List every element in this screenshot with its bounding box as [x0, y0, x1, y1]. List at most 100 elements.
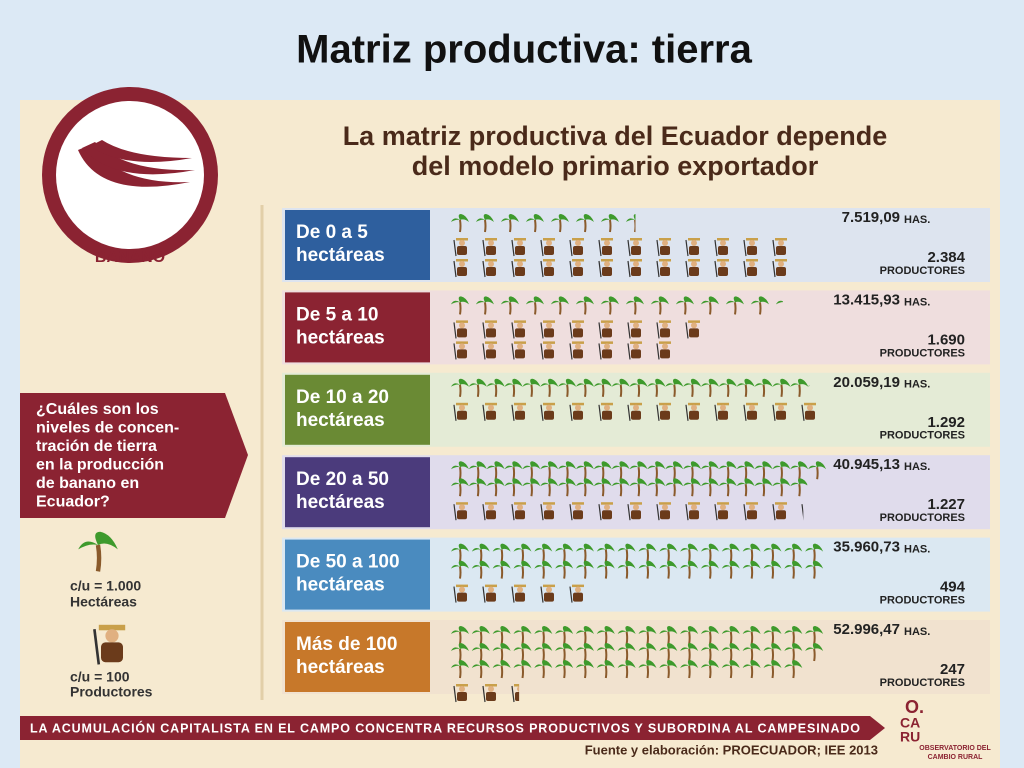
- farmer-tool: [685, 322, 689, 339]
- palm-fronds: [683, 478, 702, 487]
- palm-icon: [492, 660, 511, 679]
- palm-trunk: [625, 665, 629, 679]
- farmer-icon: [685, 402, 700, 421]
- palm-icon: [638, 543, 657, 562]
- palm-trunk: [542, 648, 545, 662]
- farmer-head: [546, 240, 552, 246]
- palm-fronds: [629, 378, 648, 387]
- legend-unit: Productores: [70, 684, 153, 700]
- farmer-head: [517, 343, 523, 350]
- farmer-hat: [659, 402, 671, 406]
- farmer-head: [720, 404, 726, 411]
- farmer-head: [604, 343, 610, 350]
- palm-fronds: [501, 214, 519, 222]
- palm-fronds: [540, 378, 559, 387]
- farmer-icon: [453, 402, 468, 421]
- farmer-body: [602, 267, 612, 276]
- farmer-head: [604, 322, 610, 329]
- legend-label: c/u = 100: [70, 669, 130, 685]
- palm-trunk: [688, 631, 691, 645]
- palm-icon: [504, 478, 523, 497]
- palm-icon: [701, 660, 719, 679]
- palm-trunk: [771, 665, 774, 679]
- palm-trunk: [816, 467, 819, 480]
- palm-icon: [790, 478, 808, 497]
- palm-fronds: [492, 660, 511, 668]
- farmer-body: [457, 592, 467, 602]
- banana-icon: [78, 140, 195, 187]
- palm-icon: [805, 643, 824, 662]
- palm-fronds: [726, 296, 744, 305]
- palm-trunk: [659, 302, 662, 315]
- farmer-body: [660, 510, 670, 520]
- farmer-body: [689, 410, 699, 420]
- farmer-body: [718, 410, 728, 420]
- palm-trunk: [729, 665, 733, 679]
- palm-trunk: [601, 467, 605, 480]
- palm-trunk: [559, 302, 562, 315]
- farmer-hat: [601, 238, 613, 241]
- palm-trunk: [673, 384, 676, 397]
- farmer-hat: [456, 238, 468, 241]
- palm-fronds: [718, 378, 737, 387]
- palm-trunk: [688, 566, 691, 579]
- farmer-icon: [714, 259, 729, 278]
- palm-trunk: [771, 631, 774, 645]
- palm-trunk: [604, 549, 608, 562]
- palm-fronds: [683, 378, 702, 387]
- farmer-icon: [801, 504, 804, 520]
- farmer-tool: [453, 239, 457, 257]
- palm-trunk: [459, 219, 462, 233]
- palm-trunk: [521, 631, 524, 645]
- palm-fronds: [513, 626, 532, 634]
- palm-trunk: [667, 665, 670, 679]
- farmer-tool: [540, 504, 544, 521]
- farmer-head: [459, 586, 465, 593]
- palm-icon: [784, 626, 803, 645]
- farmer-hat: [456, 259, 468, 262]
- palm-icon: [683, 478, 702, 497]
- palm-fronds: [551, 296, 569, 305]
- palm-trunk: [542, 566, 545, 579]
- farmer-body: [515, 410, 525, 420]
- farmer-head: [633, 343, 639, 350]
- palm-fronds: [772, 378, 791, 387]
- palm-icon: [576, 560, 594, 579]
- farmer-body: [457, 349, 467, 359]
- row-label: hectáreas: [296, 327, 385, 348]
- palm-trunk: [655, 467, 658, 480]
- palm-trunk: [584, 566, 587, 579]
- hectares-unit: HAS.: [904, 296, 930, 308]
- palm-fronds: [701, 560, 719, 569]
- palm-icon: [629, 378, 648, 397]
- palm-fronds: [754, 378, 773, 387]
- palm-fronds: [451, 296, 469, 305]
- producers-unit: PRODUCTORES: [880, 512, 965, 524]
- farmer-hat: [514, 502, 526, 505]
- farmer-body: [515, 246, 525, 255]
- farmer-body: [631, 349, 641, 359]
- palm-trunk: [500, 665, 504, 679]
- farmer-tool: [482, 239, 486, 257]
- palm-fronds: [718, 478, 737, 487]
- farmer-tool: [772, 260, 776, 278]
- farmer-tool: [482, 322, 486, 339]
- palm-trunk: [798, 467, 801, 480]
- farmer-icon: [656, 320, 671, 339]
- farmer-hat: [659, 320, 671, 323]
- palm-icon: [451, 543, 469, 562]
- farmer-body: [457, 246, 467, 255]
- palm-fronds: [790, 461, 809, 470]
- farmer-hat: [514, 402, 526, 406]
- palm-icon: [680, 660, 699, 679]
- palm-trunk: [500, 549, 504, 562]
- farmer-tool: [453, 260, 457, 278]
- palm-trunk: [709, 665, 712, 679]
- palm-trunk: [459, 384, 462, 397]
- palm-fronds: [701, 643, 719, 651]
- farmer-icon: [511, 402, 526, 421]
- palm-icon: [576, 643, 594, 662]
- palm-fronds: [558, 378, 577, 387]
- farmer-body: [101, 642, 123, 663]
- palm-icon: [680, 626, 699, 645]
